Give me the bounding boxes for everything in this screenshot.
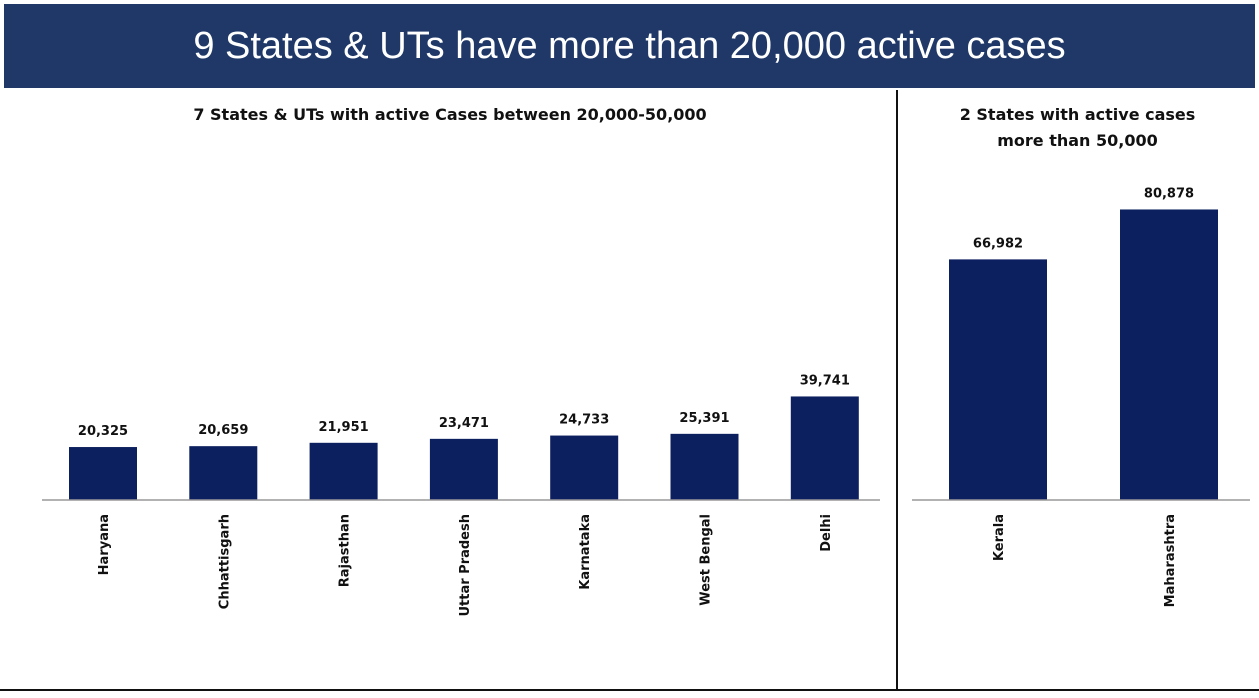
x-tick-label: Delhi (819, 514, 834, 552)
value-label: 23,471 (439, 416, 489, 431)
x-tick-label: West Bengal (699, 514, 714, 606)
bar (550, 435, 619, 500)
bar (309, 442, 378, 500)
chart-title: 7 States & UTs with active Cases between… (193, 105, 707, 124)
x-tick-label: Karnataka (578, 514, 593, 590)
x-tick-label: Uttar Pradesh (458, 514, 473, 617)
banner-title: 9 States & UTs have more than 20,000 act… (4, 4, 1255, 88)
x-tick-label: Rajasthan (338, 514, 353, 587)
chart-title: 2 States with active cases more than 50,… (959, 105, 1196, 150)
value-label: 24,733 (559, 413, 609, 428)
x-tick-label: Kerala (992, 514, 1007, 561)
value-label: 25,391 (679, 411, 729, 426)
bar (670, 433, 739, 500)
value-label: 20,659 (198, 423, 248, 438)
value-label: 80,878 (1144, 186, 1194, 201)
x-tick-label: Haryana (97, 514, 112, 575)
value-label: 39,741 (800, 373, 850, 388)
x-tick-label: Maharashtra (1163, 514, 1178, 607)
bar (189, 446, 258, 500)
bar (429, 438, 498, 500)
value-label: 66,982 (973, 236, 1023, 251)
value-label: 21,951 (319, 420, 369, 435)
bar (1120, 209, 1218, 500)
x-tick-label: Chhattisgarh (217, 514, 232, 609)
bar (69, 447, 137, 500)
bar (949, 259, 1047, 500)
value-label: 20,325 (78, 424, 128, 439)
bar (790, 396, 859, 500)
